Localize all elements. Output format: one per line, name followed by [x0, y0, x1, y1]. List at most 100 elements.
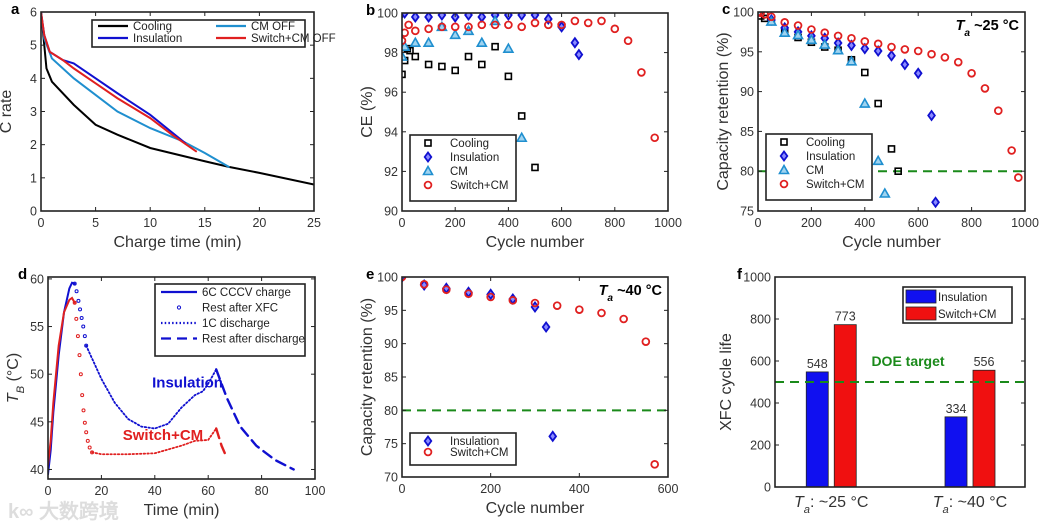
y-tick-label: 5 — [30, 39, 37, 53]
legend-item: CM — [778, 163, 824, 177]
x-tick-label: 200 — [445, 216, 466, 230]
data-point — [543, 20, 553, 30]
data-point — [552, 301, 562, 310]
legend-label: Switch+CM — [450, 180, 508, 192]
data-point — [74, 316, 79, 321]
series-switch-cm — [402, 16, 659, 143]
data-point — [81, 324, 86, 329]
y-axis-label-main: T — [5, 392, 22, 403]
panel-f: 0 200 400 600 800 1000 XFC cycle life f DOE targ… — [718, 266, 1026, 516]
x-tick-label: 600 — [551, 216, 572, 230]
x-tick-label: 0 — [399, 216, 406, 230]
data-point — [623, 36, 633, 46]
series-insulation — [402, 277, 558, 443]
data-point — [437, 13, 447, 22]
data-point — [927, 109, 936, 122]
legend-label: Insulation — [938, 292, 987, 304]
axes-frame — [774, 276, 1026, 488]
reference-line-label: DOE target — [871, 353, 944, 369]
data-point — [404, 20, 413, 30]
panel-e: 70 75 80 85 90 95 100 0 200 400 600 Cycle number Cap… — [359, 266, 678, 517]
legend-swatch — [422, 164, 434, 176]
y-tick-label: 85 — [740, 125, 754, 139]
y-tick-label: 600 — [750, 355, 771, 369]
y-tick-label: 90 — [384, 205, 398, 219]
bar-insulation — [805, 371, 829, 488]
data-point — [504, 20, 513, 30]
panel-letter: f — [737, 266, 743, 283]
data-point — [873, 44, 883, 58]
plot-area — [402, 13, 659, 172]
series-switch-cm — [758, 12, 1023, 182]
data-point — [833, 31, 843, 41]
y-tick-label: 0 — [764, 481, 771, 495]
data-point — [900, 58, 910, 71]
data-point — [409, 36, 422, 48]
data-point — [993, 106, 1003, 116]
data-point — [845, 55, 858, 66]
legend-item: Insulation — [423, 150, 499, 164]
y-tick-label: 90 — [740, 85, 754, 99]
legend-swatch — [779, 149, 789, 163]
x-tick-label: 60 — [201, 484, 215, 498]
y-tick-label: 95 — [740, 45, 754, 59]
series-line-insulation-rest-after-discharge — [215, 368, 295, 471]
series-line-switch-cm-rest-after-discharge — [215, 427, 229, 460]
y-axis-label: C rate — [0, 90, 15, 134]
data-point — [517, 13, 527, 22]
legend-item: Insulation — [779, 149, 855, 163]
axes-frame — [40, 11, 315, 212]
data-point — [477, 20, 487, 30]
x-tick-label: 400 — [854, 216, 875, 230]
data-point — [860, 37, 870, 46]
data-point — [402, 13, 410, 20]
bar-value-label: 556 — [974, 355, 995, 369]
data-point — [450, 13, 460, 23]
temperature-annotation-main: T — [599, 283, 609, 299]
legend-label: Cooling — [450, 138, 489, 150]
legend-swatch — [778, 163, 790, 175]
category-label-rest: : ~25 °C — [810, 494, 868, 511]
legend-item: Insulation — [423, 434, 499, 448]
data-point — [530, 298, 540, 308]
data-point — [72, 281, 77, 286]
y-tick-label: 100 — [377, 271, 398, 285]
data-point — [490, 20, 500, 30]
bar-value-label: 773 — [835, 310, 856, 324]
y-axis-label-rest: (°C) — [5, 353, 22, 386]
data-point — [619, 314, 628, 324]
data-point — [557, 20, 566, 30]
x-axis-label: Charge time (min) — [113, 234, 241, 251]
data-point — [464, 289, 473, 298]
legend-label: Rest after discharge — [202, 334, 305, 346]
data-point — [72, 300, 77, 305]
legend-label: Cooling — [133, 21, 172, 33]
data-point — [530, 13, 540, 22]
data-point — [475, 36, 488, 48]
y-tick-label: 2 — [30, 138, 37, 152]
x-tick-label: 600 — [908, 216, 929, 230]
series-line-cooling — [41, 12, 314, 186]
legend-swatch — [423, 447, 433, 457]
y-tick-label: 1000 — [743, 271, 771, 285]
y-tick-label: 60 — [30, 272, 44, 286]
bar-switch-cm — [833, 324, 857, 488]
legend-label: 1C discharge — [202, 318, 270, 330]
legend-item: Insulation — [905, 289, 987, 304]
x-axis-label: Cycle number — [842, 234, 941, 251]
temperature-annotation: Ta ~40 °C — [599, 283, 663, 304]
y-tick-label: 95 — [384, 304, 398, 318]
data-point — [451, 66, 460, 75]
x-axis-label: Time (min) — [144, 502, 220, 519]
data-point — [530, 18, 540, 28]
data-point — [807, 25, 816, 34]
x-tick-label: 80 — [255, 484, 269, 498]
data-point — [74, 289, 79, 294]
data-point — [873, 39, 883, 49]
data-point — [913, 67, 923, 80]
legend: Cooling Insulation CM Switch+CM — [765, 133, 873, 201]
data-point — [508, 296, 518, 305]
data-point — [931, 196, 940, 209]
